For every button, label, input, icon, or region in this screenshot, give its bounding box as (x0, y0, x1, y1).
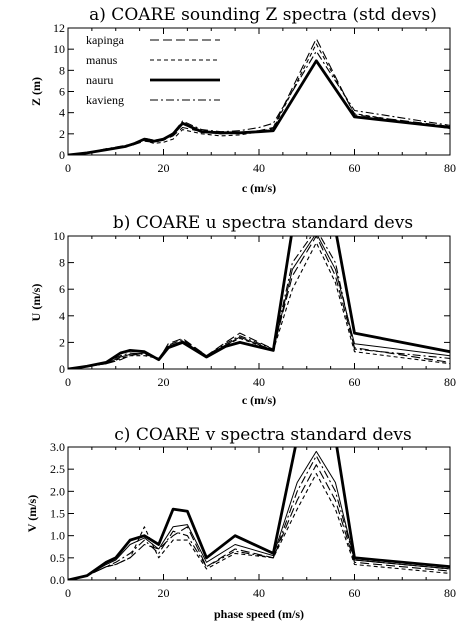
legend: kapinga manus nauru kavieng (86, 33, 220, 107)
chart-title: a) COARE sounding Z spectra (std devs) (89, 5, 437, 25)
plot-frame (67, 27, 451, 156)
y-tick-label: 1.0 (50, 529, 65, 543)
plot-frame (67, 235, 451, 370)
series-group (68, 236, 450, 369)
x-tick-label: 0 (65, 161, 71, 175)
legend-label-kapinga: kapinga (86, 33, 125, 47)
x-tick-label: 20 (158, 375, 170, 389)
y-tick-label: 2 (59, 335, 65, 349)
y-axis-label: V (m/s) (25, 495, 39, 532)
y-tick-label: 0 (59, 362, 65, 376)
x-tick-label: 60 (349, 161, 361, 175)
x-tick-label: 80 (444, 161, 456, 175)
y-tick-label: 10 (53, 229, 65, 243)
y-tick-label: 4 (59, 309, 65, 323)
x-tick-label: 0 (65, 586, 71, 600)
chart-title: c) COARE v spectra standard devs (114, 425, 411, 445)
x-tick-label: 20 (158, 586, 170, 600)
x-axis-label: c (m/s) (242, 181, 276, 195)
x-tick-label: 60 (349, 375, 361, 389)
y-tick-label: 4 (59, 106, 65, 120)
series-group (68, 447, 450, 580)
x-tick-label: 40 (253, 375, 265, 389)
series-line-manus (68, 473, 450, 580)
y-axis-label: Z (m) (29, 77, 43, 106)
y-tick-label: 12 (53, 21, 65, 35)
series-line-nauru (68, 236, 450, 369)
series-group (68, 38, 450, 155)
series-line-kapinga (68, 38, 450, 155)
x-tick-label: 20 (158, 161, 170, 175)
x-tick-label: 40 (253, 161, 265, 175)
x-axis-label: c (m/s) (242, 393, 276, 407)
x-tick-label: 40 (253, 586, 265, 600)
x-axis-label: phase speed (m/s) (214, 607, 304, 621)
series-line-manus (68, 43, 450, 155)
y-tick-label: 0.0 (50, 573, 65, 587)
y-axis-label: U (m/s) (29, 284, 43, 322)
y-tick-label: 8 (59, 256, 65, 270)
y-tick-label: 0 (59, 148, 65, 162)
chart-panel-3: c) COARE v spectra standard devs 0 20 40 60 8… (25, 425, 456, 621)
x-tick-label: 0 (65, 375, 71, 389)
series-line-kavieng (68, 455, 450, 580)
y-tick-label: 2.0 (50, 484, 65, 498)
y-tick-label: 10 (53, 42, 65, 56)
x-tick-label: 80 (444, 586, 456, 600)
series-line-kavieng (68, 50, 450, 155)
y-tick-label: 8 (59, 63, 65, 77)
y-tick-label: 0.5 (50, 551, 65, 565)
y-tick-label: 6 (59, 282, 65, 296)
legend-label-manus: manus (86, 53, 118, 67)
series-line-nauru (68, 447, 450, 580)
chart-panel-1: a) COARE sounding Z spectra (std devs) 0 2… (29, 5, 456, 195)
chart-title: b) COARE u spectra standard devs (113, 213, 413, 233)
series-line-thin (68, 236, 450, 369)
series-line-manus (68, 242, 450, 369)
series-line-kapinga (68, 236, 450, 369)
legend-label-nauru: nauru (86, 73, 113, 87)
series-line-kavieng (68, 236, 450, 369)
series-line-nauru (68, 59, 450, 155)
y-tick-label: 2 (59, 127, 65, 141)
x-tick-label: 80 (444, 375, 456, 389)
legend-label-kavieng: kavieng (86, 93, 124, 107)
series-line-thin (68, 450, 450, 580)
y-tick-label: 6 (59, 85, 65, 99)
y-tick-label: 1.5 (50, 507, 65, 521)
y-tick-label: 3.0 (50, 440, 65, 454)
series-line-kapinga (68, 464, 450, 580)
x-tick-label: 60 (349, 586, 361, 600)
y-tick-label: 2.5 (50, 462, 65, 476)
